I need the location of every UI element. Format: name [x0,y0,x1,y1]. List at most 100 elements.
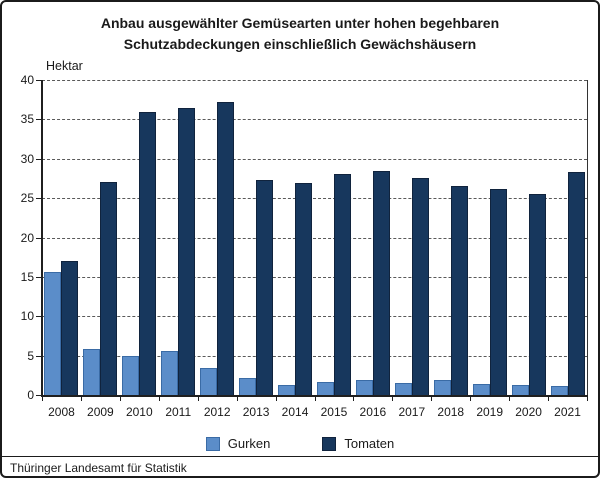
y-tick-0 [36,395,41,396]
legend: Gurken Tomaten [2,436,598,451]
footer-divider [2,456,598,457]
y-axis-line [41,80,43,396]
x-axis-label-2016: 2016 [359,405,387,419]
x-tick-14 [587,397,588,401]
bar-tomaten-2019 [489,189,507,395]
x-tick-1 [80,397,82,401]
bar-tomaten-2013 [256,180,274,395]
x-tick-13 [548,397,550,401]
bar-gurken-2016 [355,380,373,395]
bar-gurken-2012 [200,368,218,395]
bar-gurken-2017 [394,383,412,395]
gridline-30 [42,158,587,160]
legend-item-tomaten: Tomaten [322,436,394,451]
y-tick-20 [36,237,41,239]
bar-tomaten-2020 [528,194,546,395]
x-tick-4 [197,397,199,401]
y-axis-label-30: 30 [20,151,34,166]
x-tick-2 [119,397,121,401]
plot-area [42,80,588,395]
gridline-25 [42,198,587,200]
gridline-40 [42,80,587,81]
y-tick-5 [36,355,41,357]
bar-gurken-2019 [472,383,490,395]
y-axis-label-25: 25 [20,191,34,206]
y-tick-35 [36,119,41,121]
y-tick-40 [36,80,41,81]
y-axis-label-0: 0 [27,388,34,402]
x-tick-12 [509,397,511,401]
bar-tomaten-2021 [567,172,585,395]
y-axis-label-20: 20 [20,230,34,245]
y-tick-25 [36,198,41,200]
y-axis-label-35: 35 [20,112,34,127]
bar-gurken-2021 [550,386,568,395]
y-axis-label-15: 15 [20,269,34,284]
y-tick-10 [36,316,41,318]
source-credit: Thüringer Landesamt für Statistik [10,461,187,475]
bar-gurken-2020 [511,384,529,395]
bar-gurken-2013 [239,378,257,395]
x-axis-label-2019: 2019 [476,405,504,419]
bar-gurken-2015 [316,381,334,395]
x-tick-9 [392,397,394,401]
gridline-35 [42,119,587,121]
legend-swatch-gurken [205,436,220,451]
x-axis-label-2020: 2020 [515,405,542,419]
legend-label-gurken: Gurken [227,436,271,451]
bar-tomaten-2018 [450,186,468,395]
x-axis-label-2010: 2010 [125,405,153,419]
bar-gurken-2010 [122,356,140,395]
x-tick-6 [275,397,277,401]
x-axis-label-2012: 2012 [203,405,231,419]
chart-title-line1: Anbau ausgewählter Gemüsearten unter hoh… [100,15,500,31]
x-axis-label-2015: 2015 [320,405,348,419]
x-tick-8 [353,397,355,401]
bar-tomaten-2012 [217,102,235,395]
gridline-15 [42,276,587,278]
legend-swatch-tomaten [322,436,337,451]
bar-gurken-2008 [44,272,62,395]
bar-tomaten-2017 [411,178,429,395]
y-axis-label-40: 40 [20,73,34,87]
chart-title-line2: Schutzabdeckungen einschließlich Gewächs… [123,36,477,52]
x-axis-label-2018: 2018 [437,405,465,419]
bar-gurken-2009 [83,349,101,395]
x-tick-11 [470,397,472,401]
bar-tomaten-2009 [100,182,118,395]
x-axis-label-2009: 2009 [87,405,114,419]
y-tick-30 [36,158,41,160]
x-axis-line [41,395,588,397]
gridline-5 [42,355,587,357]
chart-title: Anbau ausgewählter Gemüsearten unter hoh… [2,13,598,55]
x-axis-label-2021: 2021 [554,405,581,419]
x-tick-5 [236,397,238,401]
bar-gurken-2011 [161,350,179,395]
bar-tomaten-2010 [139,112,157,395]
bar-tomaten-2008 [61,261,79,395]
bar-tomaten-2014 [295,183,313,395]
y-axis-unit-label: Hektar [46,59,83,73]
x-tick-7 [314,397,316,401]
x-axis-label-2014: 2014 [281,405,309,419]
bar-gurken-2014 [278,384,296,395]
bar-tomaten-2015 [333,173,351,395]
legend-item-gurken: Gurken [205,436,271,451]
gridline-10 [42,316,587,318]
x-tick-10 [431,397,433,401]
x-axis-label-2017: 2017 [398,405,426,419]
legend-label-tomaten: Tomaten [344,436,395,451]
x-tick-0 [42,397,43,401]
bar-tomaten-2016 [372,171,390,395]
x-axis-label-2008: 2008 [48,405,75,419]
bar-tomaten-2011 [178,108,196,395]
x-tick-3 [158,397,160,401]
y-axis-label-5: 5 [27,348,34,363]
x-axis-label-2011: 2011 [165,405,192,419]
x-axis-label-2013: 2013 [242,405,270,419]
y-tick-15 [36,276,41,278]
gridline-20 [42,237,587,239]
bar-gurken-2018 [433,380,451,395]
y-axis-label-10: 10 [20,309,34,324]
